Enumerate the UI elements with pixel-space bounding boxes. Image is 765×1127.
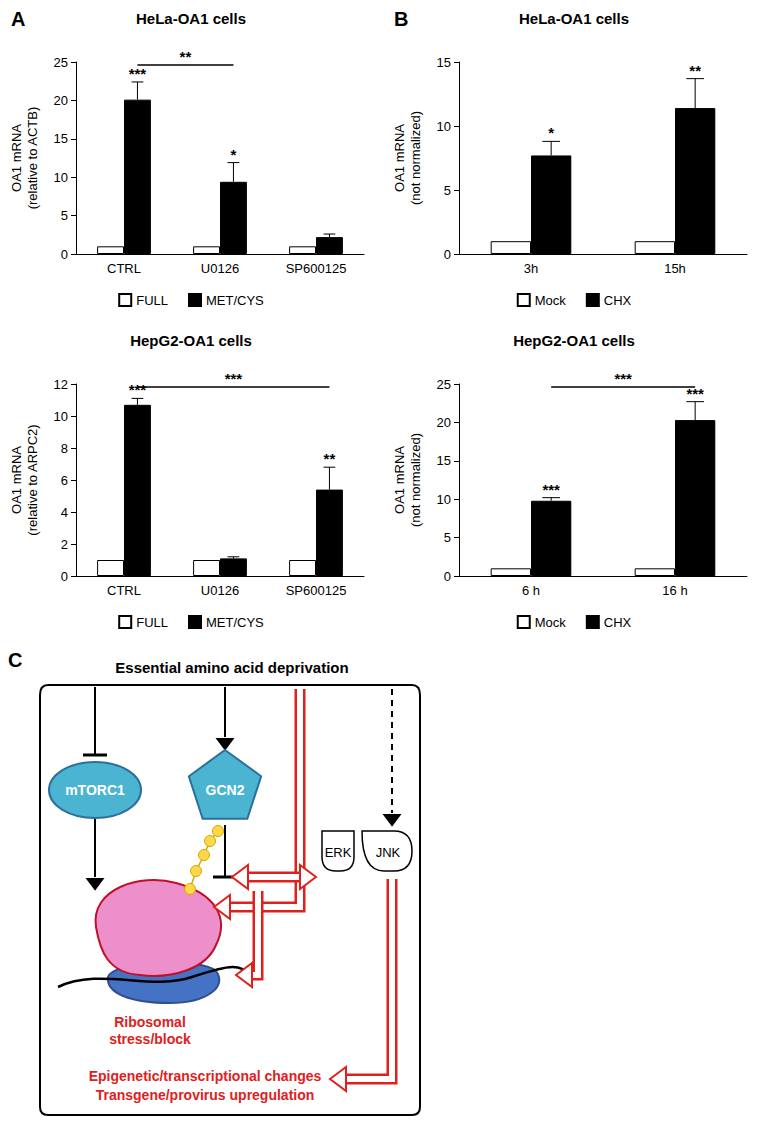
svg-text:Essential amino acid deprivati: Essential amino acid deprivation [115, 659, 348, 676]
svg-text:SP600125: SP600125 [286, 583, 347, 598]
svg-text:4: 4 [61, 505, 68, 520]
svg-text:Mock: Mock [535, 293, 567, 308]
svg-text:MET/CYS: MET/CYS [206, 615, 264, 630]
svg-text:6 h: 6 h [522, 583, 540, 598]
svg-text:10: 10 [54, 170, 68, 185]
svg-text:0: 0 [61, 569, 68, 584]
svg-text:15: 15 [437, 453, 451, 468]
svg-text:Transgene/provirus upregulatio: Transgene/provirus upregulation [96, 1087, 315, 1103]
svg-text:GCN2: GCN2 [206, 782, 245, 798]
svg-text:***: *** [542, 481, 560, 498]
svg-text:15h: 15h [664, 261, 686, 276]
svg-text:HepG2-OA1 cells: HepG2-OA1 cells [513, 332, 635, 349]
svg-text:A: A [11, 8, 25, 30]
svg-text:25: 25 [54, 55, 68, 70]
svg-text:B: B [394, 8, 408, 30]
svg-text:8: 8 [61, 441, 68, 456]
svg-text:CTRL: CTRL [107, 261, 141, 276]
svg-text:*: * [548, 124, 554, 141]
svg-text:***: *** [225, 370, 243, 387]
svg-text:FULL: FULL [136, 293, 168, 308]
svg-text:6: 6 [61, 473, 68, 488]
svg-text:OA1 mRNA: OA1 mRNA [9, 446, 24, 514]
svg-text:**: ** [689, 62, 701, 79]
svg-text:10: 10 [437, 492, 451, 507]
svg-text:JNK: JNK [376, 845, 401, 860]
svg-text:CHX: CHX [604, 615, 632, 630]
svg-text:**: ** [180, 48, 192, 65]
svg-text:U0126: U0126 [201, 261, 239, 276]
svg-text:HepG2-OA1 cells: HepG2-OA1 cells [130, 332, 252, 349]
svg-text:SP600125: SP600125 [286, 261, 347, 276]
svg-text:12: 12 [54, 377, 68, 392]
svg-text:(not normalized): (not normalized) [408, 111, 423, 205]
svg-text:**: ** [324, 450, 336, 467]
svg-text:0: 0 [61, 247, 68, 262]
svg-text:5: 5 [444, 183, 451, 198]
svg-text:ERK: ERK [325, 845, 352, 860]
svg-text:MET/CYS: MET/CYS [206, 293, 264, 308]
svg-text:***: *** [129, 381, 147, 398]
svg-text:FULL: FULL [136, 615, 168, 630]
svg-text:Mock: Mock [535, 615, 567, 630]
svg-text:C: C [8, 649, 22, 671]
svg-text:0: 0 [444, 247, 451, 262]
svg-text:15: 15 [437, 55, 451, 70]
svg-text:20: 20 [54, 93, 68, 108]
svg-text:OA1 mRNA: OA1 mRNA [392, 446, 407, 514]
svg-text:25: 25 [437, 377, 451, 392]
svg-text:0: 0 [444, 569, 451, 584]
svg-text:10: 10 [437, 119, 451, 134]
svg-text:2: 2 [61, 537, 68, 552]
svg-text:16 h: 16 h [662, 583, 687, 598]
svg-text:3h: 3h [524, 261, 538, 276]
svg-text:HeLa-OA1 cells: HeLa-OA1 cells [136, 10, 246, 27]
svg-text:OA1 mRNA: OA1 mRNA [392, 124, 407, 192]
svg-text:Epigenetic/transcriptional cha: Epigenetic/transcriptional changes [89, 1068, 322, 1084]
svg-text:***: *** [129, 65, 147, 82]
svg-text:CHX: CHX [604, 293, 632, 308]
svg-text:OA1 mRNA: OA1 mRNA [9, 124, 24, 192]
svg-text:15: 15 [54, 131, 68, 146]
svg-text:(relative to ARPC2): (relative to ARPC2) [25, 424, 40, 535]
svg-text:(relative to ACTB): (relative to ACTB) [25, 107, 40, 210]
svg-text:U0126: U0126 [201, 583, 239, 598]
svg-text:mTORC1: mTORC1 [65, 782, 125, 798]
svg-text:(not normalized): (not normalized) [408, 433, 423, 527]
svg-text:HeLa-OA1 cells: HeLa-OA1 cells [519, 10, 629, 27]
svg-text:CTRL: CTRL [107, 583, 141, 598]
svg-text:5: 5 [444, 530, 451, 545]
svg-text:5: 5 [61, 208, 68, 223]
svg-text:*: * [231, 146, 237, 163]
svg-text:***: *** [614, 370, 632, 387]
svg-text:10: 10 [54, 409, 68, 424]
svg-text:20: 20 [437, 415, 451, 430]
svg-text:Ribosomalstress/block: Ribosomalstress/block [109, 1014, 191, 1047]
